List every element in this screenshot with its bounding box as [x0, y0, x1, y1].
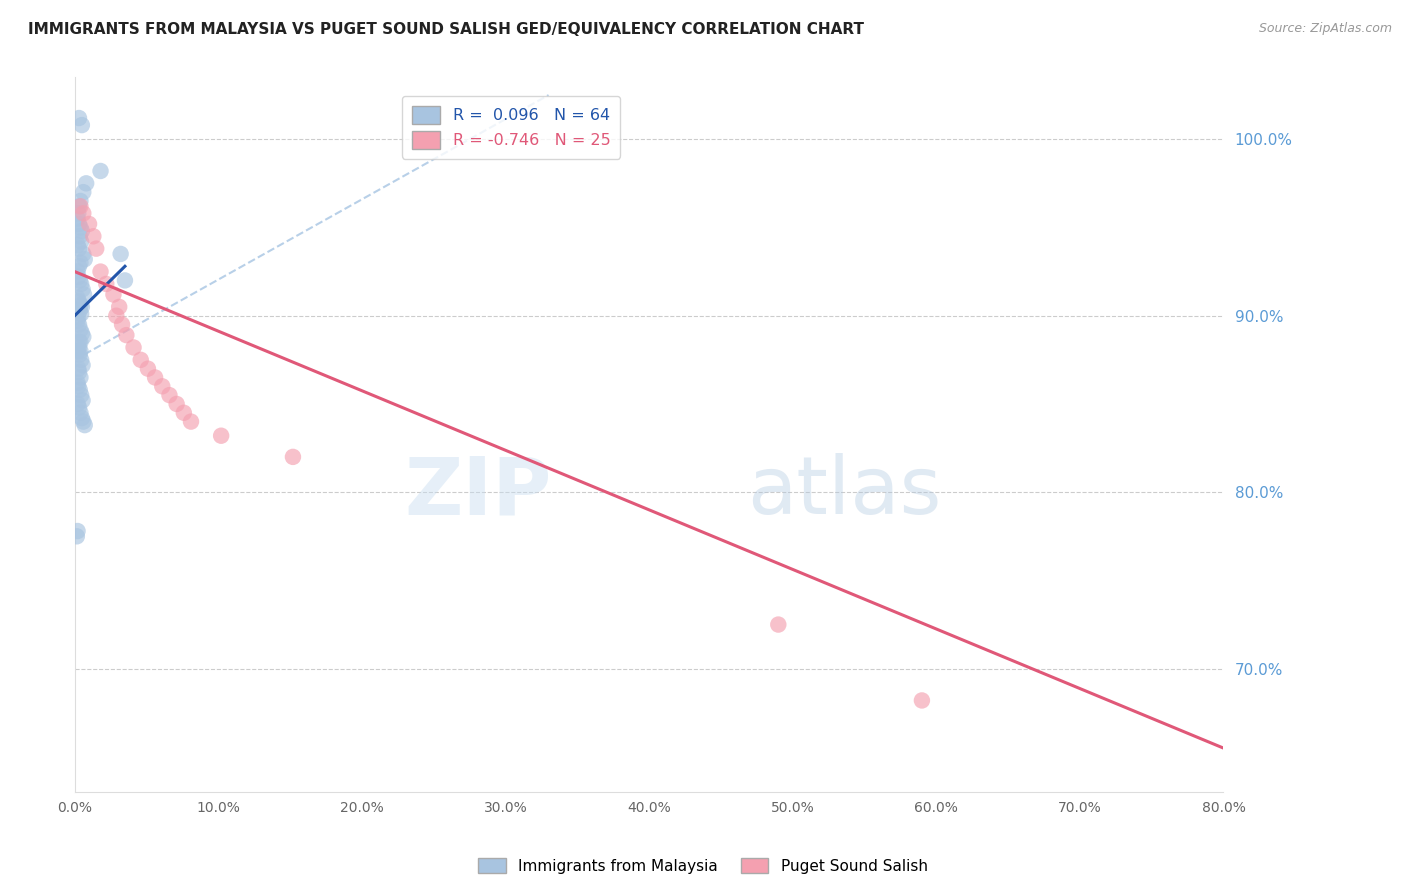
Point	[67, 269, 90, 284]
Text: IMMIGRANTS FROM MALAYSIA VS PUGET SOUND SALISH GED/EQUIVALENCY CORRELATION CHART: IMMIGRANTS FROM MALAYSIA VS PUGET SOUND …	[28, 22, 865, 37]
Point	[69, 194, 91, 208]
Point	[166, 397, 188, 411]
Point	[67, 365, 90, 379]
Point	[69, 298, 91, 312]
Point	[70, 326, 93, 341]
Point	[173, 406, 195, 420]
Point	[73, 418, 96, 433]
Point	[67, 310, 90, 325]
Point	[70, 352, 93, 367]
Point	[70, 235, 93, 249]
Point	[66, 291, 89, 305]
Point	[66, 529, 89, 543]
Point	[69, 347, 91, 361]
Point	[66, 238, 89, 252]
Point	[143, 370, 166, 384]
Point	[114, 273, 136, 287]
Text: atlas: atlas	[747, 453, 941, 531]
Point	[66, 397, 89, 411]
Point	[70, 224, 93, 238]
Point	[70, 300, 93, 314]
Point	[67, 318, 90, 332]
Point	[96, 277, 118, 291]
Point	[69, 273, 91, 287]
Point	[72, 393, 94, 408]
Point	[70, 388, 93, 402]
Point	[150, 379, 173, 393]
Point	[911, 693, 934, 707]
Point	[72, 185, 94, 199]
Point	[69, 303, 91, 318]
Point	[67, 294, 90, 309]
Point	[73, 252, 96, 267]
Point	[72, 206, 94, 220]
Point	[67, 341, 90, 355]
Point	[82, 229, 104, 244]
Point	[110, 247, 132, 261]
Point	[67, 199, 90, 213]
Point	[66, 376, 89, 390]
Point	[70, 411, 93, 425]
Point	[67, 401, 90, 415]
Point	[72, 247, 94, 261]
Point	[69, 229, 91, 244]
Point	[66, 264, 89, 278]
Point	[129, 352, 152, 367]
Point	[105, 309, 128, 323]
Point	[69, 370, 91, 384]
Point	[67, 335, 90, 350]
Point	[70, 118, 93, 132]
Point	[75, 177, 97, 191]
Point	[66, 211, 89, 226]
Y-axis label: GED/Equivalency: GED/Equivalency	[0, 369, 7, 500]
Point	[111, 318, 134, 332]
Point	[115, 328, 138, 343]
Point	[69, 406, 91, 420]
Point	[72, 282, 94, 296]
Point	[67, 260, 90, 274]
Point	[66, 314, 89, 328]
Point	[103, 287, 125, 301]
Point	[69, 220, 91, 235]
Point	[67, 379, 90, 393]
Point	[84, 242, 107, 256]
Point	[66, 343, 89, 358]
Point	[136, 361, 159, 376]
Point	[209, 428, 232, 442]
Point	[69, 256, 91, 270]
Text: Source: ZipAtlas.com: Source: ZipAtlas.com	[1258, 22, 1392, 36]
Point	[70, 307, 93, 321]
Legend: R =  0.096   N = 64, R = -0.746   N = 25: R = 0.096 N = 64, R = -0.746 N = 25	[402, 96, 620, 159]
Point	[89, 164, 111, 178]
Point	[69, 335, 91, 350]
Point	[89, 264, 111, 278]
Legend: Immigrants from Malaysia, Puget Sound Salish: Immigrants from Malaysia, Puget Sound Sa…	[472, 852, 934, 880]
Point	[77, 217, 100, 231]
Text: ZIP: ZIP	[404, 453, 551, 531]
Point	[72, 358, 94, 372]
Point	[73, 287, 96, 301]
Point	[122, 341, 145, 355]
Point	[67, 361, 90, 376]
Point	[67, 206, 90, 220]
Point	[66, 524, 89, 538]
Point	[67, 111, 90, 125]
Point	[69, 343, 91, 358]
Point	[72, 330, 94, 344]
Point	[72, 415, 94, 429]
Point	[159, 388, 181, 402]
Point	[69, 199, 91, 213]
Point	[108, 300, 131, 314]
Point	[768, 617, 790, 632]
Point	[67, 217, 90, 231]
Point	[67, 242, 90, 256]
Point	[70, 277, 93, 291]
Point	[180, 415, 202, 429]
Point	[69, 383, 91, 397]
Point	[69, 323, 91, 337]
Point	[281, 450, 304, 464]
